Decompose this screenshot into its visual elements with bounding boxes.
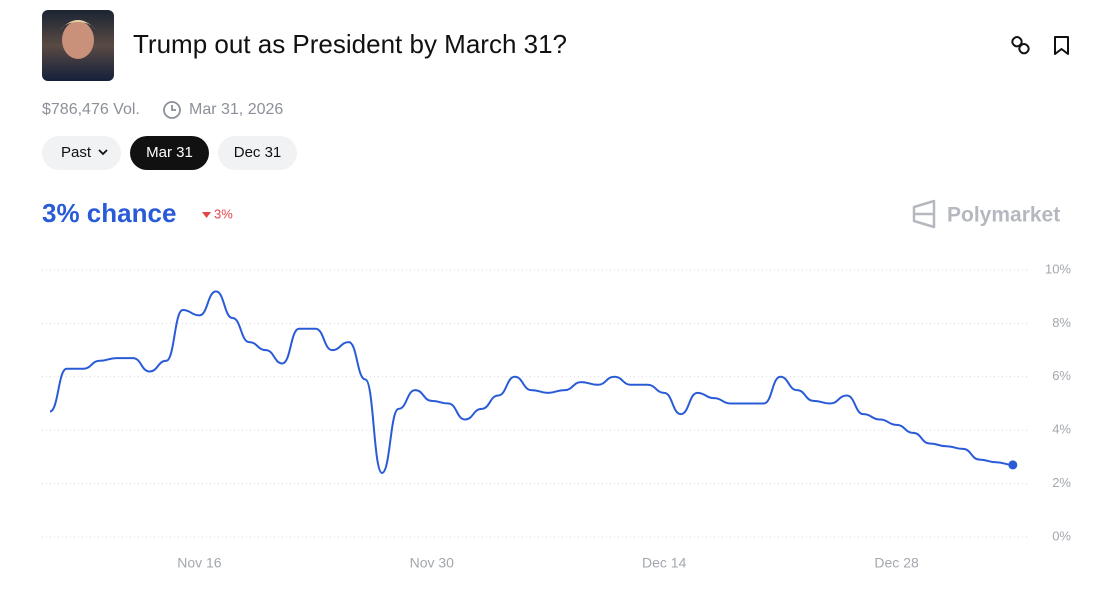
portrait-face [62, 21, 94, 59]
brand-name: Polymarket [947, 204, 1060, 227]
down-triangle [202, 212, 211, 218]
end-date: Mar 31, 2026 [189, 101, 283, 118]
y-tick-label: 6% [1052, 368, 1071, 383]
link-icon[interactable] [1011, 35, 1031, 55]
tab-button-active[interactable] [130, 136, 209, 170]
tab-label[interactable]: Mar 31 [146, 144, 193, 161]
price-line [49, 290, 1013, 474]
bookmark-icon[interactable] [1054, 36, 1069, 55]
tab-button[interactable] [218, 136, 297, 170]
y-tick-label: 10% [1045, 261, 1071, 276]
tab-label[interactable]: Dec 31 [234, 144, 282, 161]
x-tick-label: Nov 30 [410, 555, 455, 571]
y-tick-label: 0% [1052, 528, 1071, 543]
market-title: Trump out as President by March 31? [133, 29, 567, 59]
tab-button[interactable] [42, 136, 121, 170]
y-tick-label: 8% [1052, 315, 1071, 330]
dropdown-chevron [98, 149, 108, 156]
x-tick-label: Dec 14 [642, 555, 687, 571]
clock-icon [163, 101, 181, 119]
x-tick-label: Nov 16 [177, 555, 222, 571]
y-tick-label: 4% [1052, 422, 1071, 437]
chart: 0% 2% 4% 6% 8% 10% Nov 16 Nov 30 Dec 14 Dec 28 [42, 261, 1071, 571]
chance: 3% chance [42, 198, 176, 228]
last-point [1008, 460, 1018, 470]
volume: $786,476 Vol. [42, 101, 140, 118]
brand-logo [912, 199, 936, 229]
x-tick-label: Dec 28 [874, 555, 919, 571]
y-tick-label: 2% [1052, 475, 1071, 490]
tab-label[interactable]: Past [61, 144, 92, 161]
change: 3% [214, 206, 233, 221]
portrait-hair [60, 20, 96, 30]
